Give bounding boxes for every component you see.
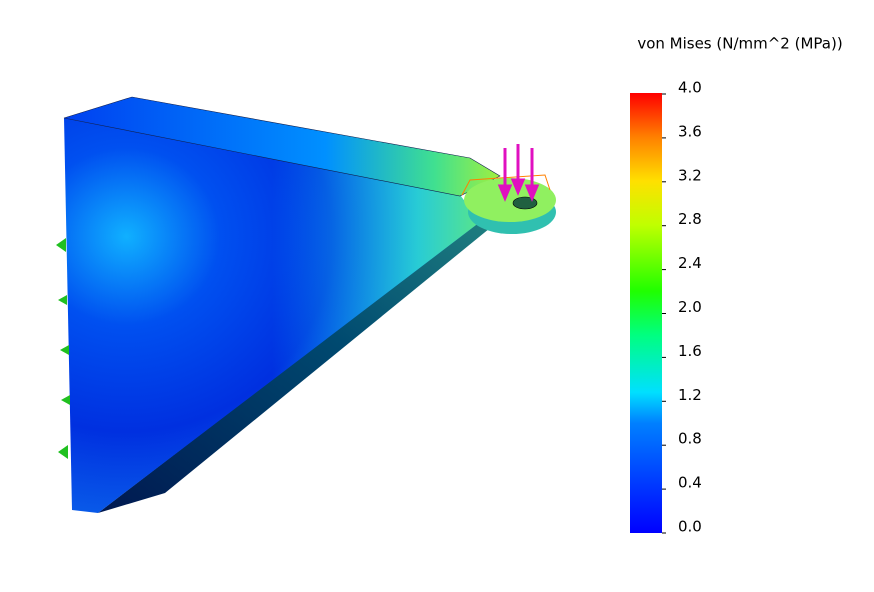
color-bar [630, 93, 662, 533]
fixture-markers [56, 238, 70, 459]
color-bar-ticks: 4.0 3.6 3.2 2.8 2.4 2.0 1.6 1.2 0.8 0.4 0.0 [662, 79, 702, 536]
tab-hole [512, 196, 538, 210]
tick-label: 2.0 [678, 298, 702, 316]
stress-overlay [64, 118, 480, 513]
tick-label: 0.4 [678, 474, 702, 492]
tick-label: 3.6 [678, 122, 702, 140]
tick-label: 1.2 [678, 386, 702, 404]
tick-label: 1.6 [678, 342, 702, 360]
tick-label: 2.8 [678, 210, 702, 228]
load-outline [461, 174, 551, 196]
tick-label: 0.0 [678, 518, 702, 536]
tick-label: 3.2 [678, 166, 702, 184]
tick-label: 2.4 [678, 254, 702, 272]
part-top-face [63, 96, 501, 197]
tick-label: 4.0 [678, 79, 702, 97]
tick-label: 0.8 [678, 430, 702, 448]
part-model [56, 96, 556, 513]
legend-title: von Mises (N/mm^2 (MPa)) [637, 35, 842, 53]
load-arrows [497, 144, 540, 202]
part-side-face [98, 220, 495, 513]
